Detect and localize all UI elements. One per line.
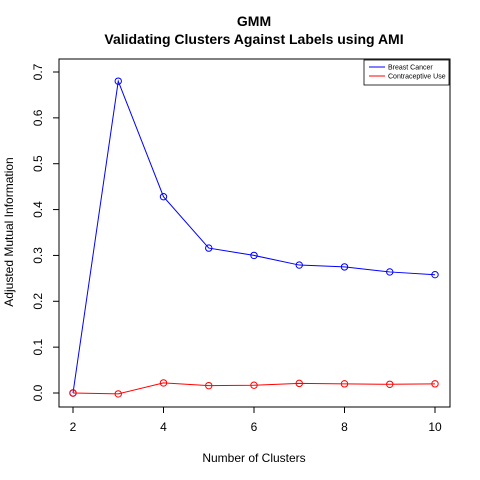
chart-subtitle: Validating Clusters Against Labels using… [104, 31, 403, 47]
data-point [250, 381, 258, 389]
plot-frame [58, 58, 451, 408]
y-tick-label: 0.4 [31, 201, 45, 218]
data-point [159, 379, 168, 387]
series-line-0 [72, 79, 436, 394]
data-point [69, 389, 77, 397]
x-tick-label: 8 [341, 420, 348, 434]
x-axis: 2 4 6 8 10 [70, 407, 442, 434]
y-axis: 0.0 0.1 0.2 0.3 0.4 0.5 0.6 0.7 [31, 63, 59, 401]
data-point [114, 390, 122, 398]
y-tick-label: 0.7 [31, 63, 45, 80]
legend: Breast Cancer Contraceptive Use [363, 59, 450, 86]
data-point [295, 379, 303, 388]
y-tick-label: 0.0 [31, 384, 45, 401]
data-point [159, 193, 168, 201]
legend-entry: Contraceptive Use [388, 74, 446, 81]
chart-title: GMM [237, 13, 271, 29]
data-point [205, 244, 213, 252]
series-line-1 [72, 382, 436, 395]
legend-entry: Breast Cancer [388, 65, 433, 72]
x-tick-label: 10 [428, 420, 442, 434]
data-point [340, 263, 349, 271]
data-point [431, 380, 439, 388]
y-axis-label: Adjusted Mutual Information [2, 157, 16, 306]
y-tick-label: 0.6 [31, 109, 45, 126]
x-tick-label: 6 [251, 420, 258, 434]
y-tick-label: 0.3 [31, 247, 45, 264]
y-tick-label: 0.2 [31, 293, 45, 310]
x-tick-label: 4 [160, 420, 167, 434]
data-point [386, 268, 394, 276]
data-point [340, 380, 349, 388]
series-layer [69, 77, 439, 398]
data-point [114, 77, 122, 85]
x-tick-label: 2 [70, 420, 77, 434]
data-point [205, 381, 213, 390]
data-point [250, 251, 258, 260]
data-point [295, 261, 303, 269]
data-point [386, 380, 394, 388]
data-point [431, 270, 439, 279]
y-tick-label: 0.1 [31, 338, 45, 355]
y-tick-label: 0.5 [31, 155, 45, 172]
x-axis-label: Number of Clusters [202, 451, 305, 465]
legend-box [363, 59, 450, 86]
